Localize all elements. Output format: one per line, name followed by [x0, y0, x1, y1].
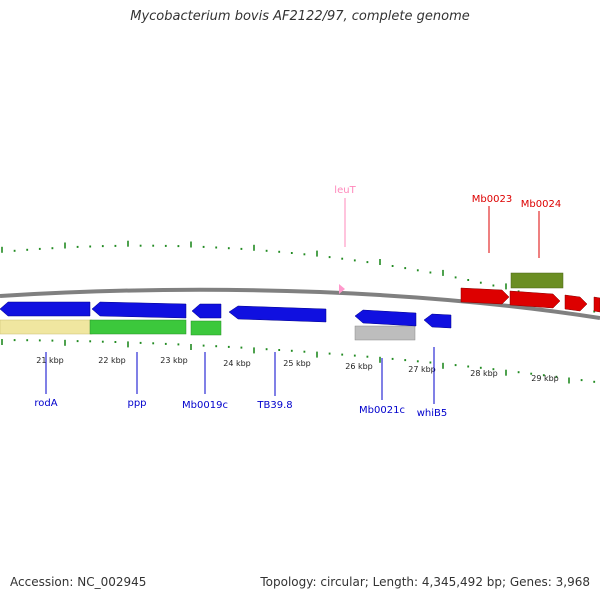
cds-Mb0023[interactable]	[460, 287, 510, 305]
cds-TB39.8[interactable]	[228, 305, 327, 323]
kbp-label: 22 kbp	[98, 356, 126, 365]
kbp-label: 23 kbp	[160, 356, 188, 365]
gene-label-mb0024[interactable]: Mb0024	[521, 199, 561, 210]
kbp-label: 26 kbp	[345, 362, 373, 371]
feature-yellow[interactable]	[0, 319, 93, 335]
gene-label-tb39-8[interactable]: TB39.8	[256, 400, 292, 411]
kbp-axis-labels: 21 kbp 22 kbp 23 kbp 24 kbp 25 kbp 26 kbp 27 k…	[36, 356, 559, 383]
kbp-label: 29 kbp	[531, 374, 559, 383]
kbp-label: 28 kbp	[470, 369, 498, 378]
kbp-label: 27 kbp	[408, 365, 436, 374]
page-title: Mycobacterium bovis AF2122/97, complete …	[130, 9, 470, 24]
cds-Mb0024[interactable]	[509, 290, 561, 309]
gene-label-mb0019c[interactable]: Mb0019c	[182, 400, 228, 411]
genome-backbone	[0, 287, 600, 320]
gene-label-mb0021c[interactable]: Mb0021c	[359, 405, 405, 416]
cds-whiB5[interactable]	[423, 313, 452, 329]
gene-features	[0, 272, 600, 341]
kbp-label: 24 kbp	[223, 359, 251, 368]
tick-marks-outer	[1, 240, 596, 313]
trna-leuT[interactable]	[339, 284, 345, 294]
gene-label-whib5[interactable]: whiB5	[417, 408, 448, 419]
cds-ppp[interactable]	[91, 301, 187, 319]
gene-label-roda[interactable]: rodA	[34, 398, 57, 409]
feature-green-1[interactable]	[89, 319, 187, 335]
feature-green-2[interactable]	[190, 320, 222, 336]
accession-label: Accession: NC_002945	[10, 575, 147, 589]
tick-marks-inner	[1, 339, 596, 384]
cds-Mb0021c[interactable]	[354, 309, 417, 327]
cds-red-4[interactable]	[593, 296, 600, 313]
feature-grey[interactable]	[354, 325, 416, 341]
cds-Mb0019c[interactable]	[191, 303, 222, 319]
gene-label-ppp[interactable]: ppp	[127, 398, 146, 409]
kbp-label: 21 kbp	[36, 356, 64, 365]
feature-olive[interactable]	[510, 272, 564, 289]
gene-label-mb0023[interactable]: Mb0023	[472, 194, 512, 205]
gene-labels: rodA ppp Mb0019c TB39.8 Mb0021c whiB5 leuT Mb00…	[34, 185, 561, 419]
genome-summary: Topology: circular; Length: 4,345,492 bp…	[260, 575, 590, 589]
cds-red-3[interactable]	[564, 294, 588, 312]
kbp-label: 25 kbp	[283, 359, 311, 368]
cds-rodA[interactable]	[0, 301, 91, 317]
gene-label-leut[interactable]: leuT	[334, 185, 356, 196]
